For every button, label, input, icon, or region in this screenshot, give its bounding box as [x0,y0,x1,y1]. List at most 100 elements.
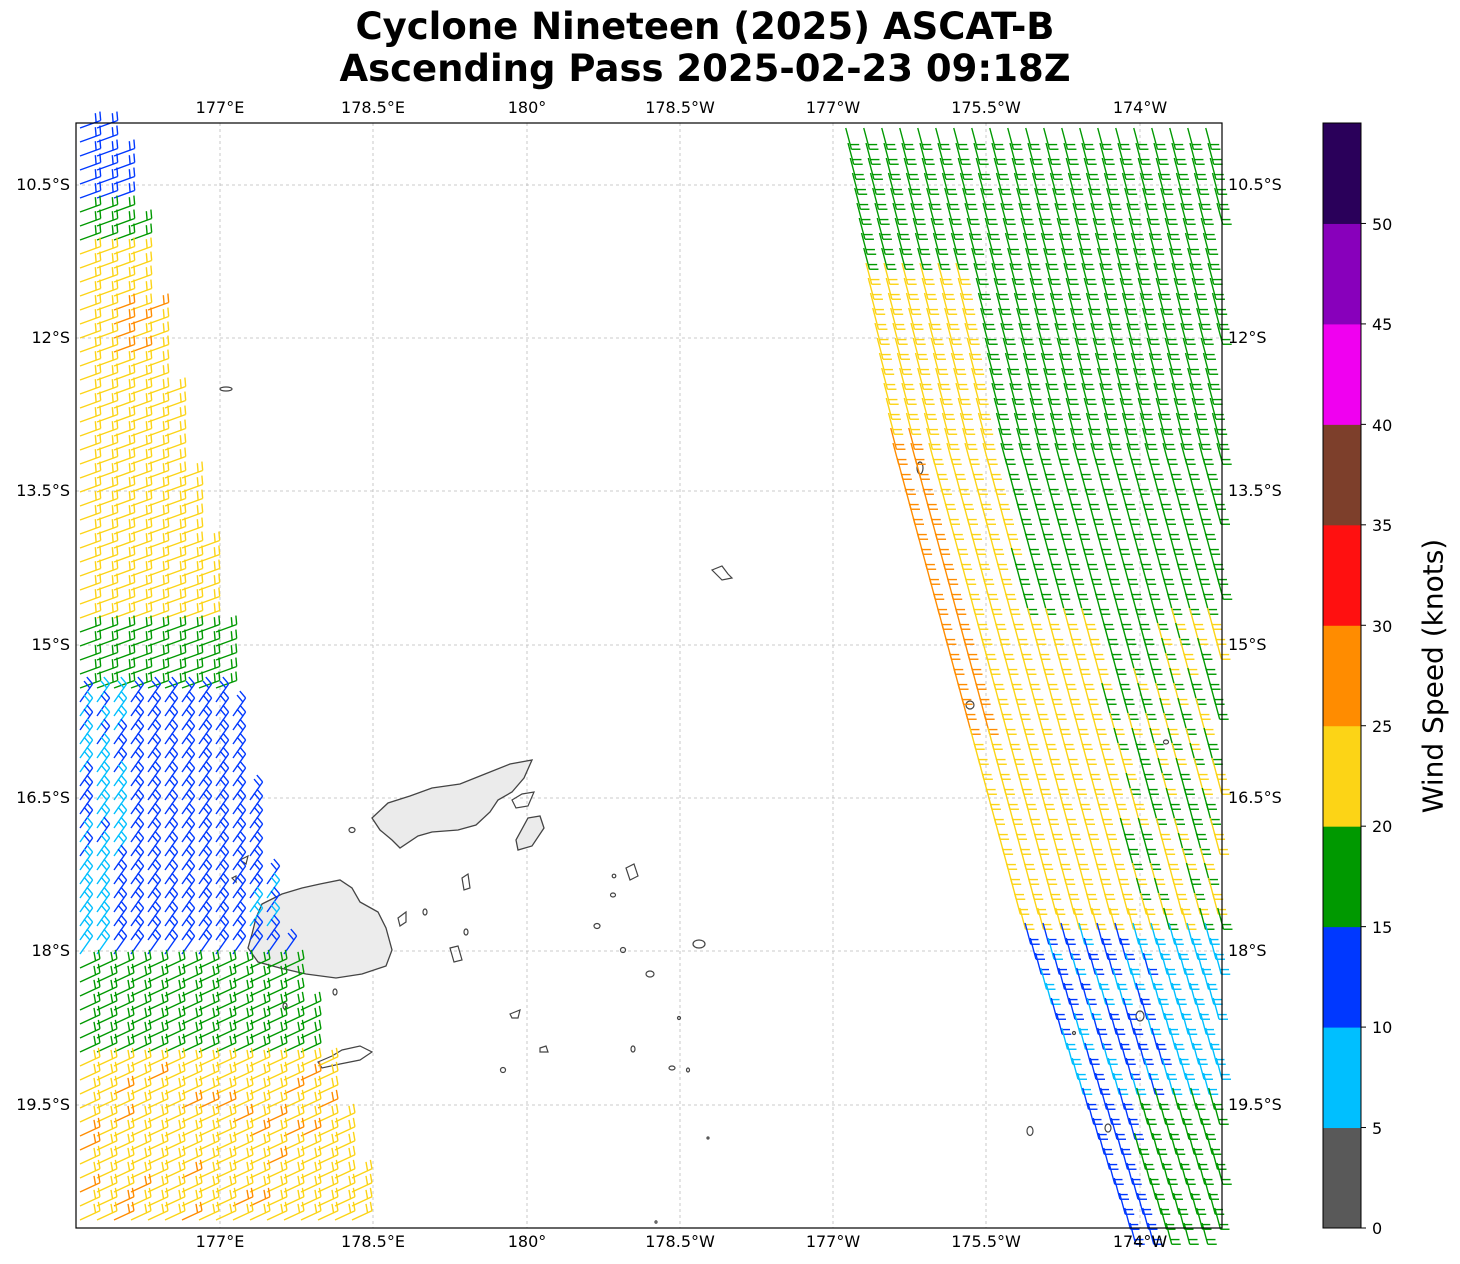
wind-barb [113,977,135,997]
wind-barb [79,1187,101,1207]
wind-barb [872,307,888,330]
wind-barb [1043,367,1059,390]
wind-barb [1024,532,1041,555]
wind-barb [130,788,145,815]
wind-barb [1175,757,1191,780]
wind-barb [1073,1012,1090,1035]
wind-barb [1189,982,1205,1005]
colorbar-tick: 15 [1372,918,1393,937]
wind-barb [965,712,981,735]
wind-barb [974,547,991,570]
wind-barb [96,1145,118,1165]
wind-barb [79,293,102,311]
wind-barb [1215,1057,1231,1080]
wind-barb [968,457,984,480]
wind-barb [147,732,162,759]
wind-barb [147,900,162,927]
wind-barb [1184,232,1201,255]
wind-barb [1112,232,1129,255]
wind-barb [1155,937,1171,960]
wind-barb [1074,217,1090,240]
wind-barb [1191,682,1207,705]
wind-barb [1195,1102,1211,1125]
wind-barb [1207,982,1223,1005]
wind-barb [266,1187,288,1207]
wind-barb [1151,1027,1167,1050]
wind-barb [1142,307,1158,330]
wind-barb [1084,1042,1100,1065]
wind-barb [1162,202,1178,225]
wind-barb [1094,457,1110,480]
wind-barb [1183,1222,1199,1245]
wind-barb [1201,652,1217,675]
wind-barb [79,963,101,983]
wind-barb [79,349,102,367]
wind-barb [130,746,145,773]
wind-barb [1045,262,1061,285]
wind-barb [1178,952,1195,975]
wind-barb [1090,202,1106,225]
wind-barb [1064,547,1081,570]
wind-barb [1190,1192,1207,1215]
wind-barb [1169,667,1185,690]
wind-barb [1151,127,1167,150]
wind-barb [1162,577,1179,600]
wind-barb [1135,982,1151,1005]
wind-barb [164,760,179,787]
wind-barb [283,1047,305,1067]
wind-barb [130,858,145,885]
wind-barb [1051,832,1068,855]
wind-barb [249,991,271,1011]
wind-barb [1125,772,1141,795]
wind-barb [1005,727,1021,750]
wind-barb [1200,517,1217,540]
wind-barb [147,830,162,857]
wind-barb [79,489,102,507]
wind-barb [1213,697,1229,720]
wind-barb [1130,592,1147,615]
wind-barb [113,872,128,899]
wind-barb [1025,247,1041,270]
colorbar-bin [1323,625,1361,727]
wind-barb [1040,232,1057,255]
wind-barb [147,704,162,731]
wind-barb [1146,517,1163,540]
wind-barb [1133,247,1149,270]
wind-barb [917,127,933,150]
wind-barb [1011,157,1027,180]
wind-barb [872,187,888,210]
wind-barb [1140,562,1157,585]
wind-barb [164,886,179,913]
wind-barb [1062,607,1079,630]
wind-barb [198,1145,220,1165]
wind-barb [1099,142,1115,165]
wind-barb [1201,1222,1217,1245]
wind-barb [249,1019,271,1039]
wind-barb [1097,367,1113,390]
wind-barb [147,1117,169,1137]
wind-barb [959,172,976,195]
wind-barb [1116,472,1132,495]
wind-barb [283,1103,305,1123]
wind-barb [147,760,162,787]
wind-barb [1180,577,1197,600]
wind-barb [1166,457,1182,480]
wind-barb [980,502,997,525]
wind-barb [164,872,179,899]
wind-barb [916,532,933,555]
wind-barb [1193,292,1210,315]
wind-barb [1119,937,1135,960]
wind-barb [79,1103,101,1123]
wind-barb [79,1145,101,1165]
wind-barb [1189,742,1205,765]
wind-barb [1079,667,1095,690]
lon-tick-bottom: 177°E [195,1232,245,1251]
wind-barb [181,1201,203,1221]
wind-barb [1094,232,1111,255]
wind-barb [300,1103,322,1123]
wind-barb [1094,592,1111,615]
wind-barb [954,607,971,630]
wind-barb [1092,517,1109,540]
wind-barb [945,637,961,660]
wind-barb [1108,322,1124,345]
